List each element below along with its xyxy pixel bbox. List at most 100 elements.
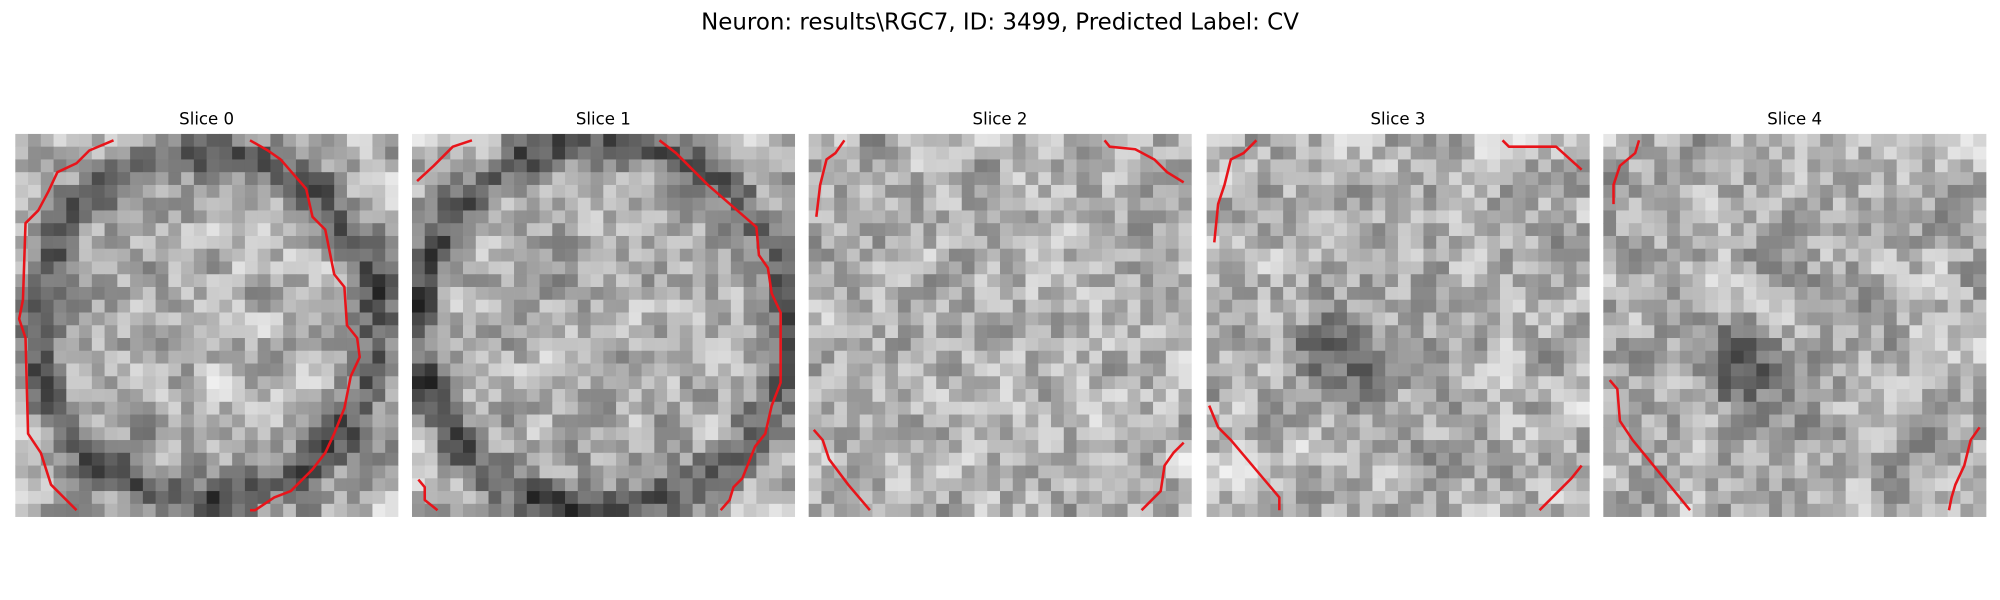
pixel <box>821 465 835 479</box>
pixel <box>961 184 975 199</box>
pixel <box>705 312 719 326</box>
pixel <box>1308 338 1322 352</box>
pixel <box>821 235 835 250</box>
pixel <box>424 414 438 428</box>
pixel <box>1436 414 1450 428</box>
pixel <box>155 274 169 288</box>
pixel <box>385 440 399 454</box>
pixel <box>1909 478 1923 492</box>
pixel <box>15 210 29 224</box>
pixel <box>1487 376 1501 390</box>
pixel <box>654 223 668 237</box>
pixel <box>1219 325 1233 339</box>
pixel <box>654 440 668 454</box>
pixel <box>514 146 528 160</box>
pixel <box>1436 286 1450 301</box>
pixel <box>270 286 284 301</box>
pixel <box>1461 401 1475 415</box>
pixel <box>885 465 899 479</box>
pixel <box>897 478 912 492</box>
pixel <box>526 210 540 224</box>
pixel <box>359 159 373 173</box>
pixel <box>1012 363 1026 377</box>
pixel <box>372 133 386 148</box>
pixel <box>450 338 464 352</box>
pixel <box>781 299 796 313</box>
pixel <box>987 159 1001 173</box>
pixel <box>1718 363 1732 377</box>
pixel <box>1474 274 1488 288</box>
pixel <box>1512 338 1526 352</box>
pixel <box>359 235 373 250</box>
pixel <box>130 389 144 403</box>
pixel <box>1102 235 1116 250</box>
pixel <box>1051 184 1065 199</box>
pixel <box>1883 159 1898 173</box>
pixel <box>53 146 67 160</box>
pixel <box>411 363 426 377</box>
pixel <box>463 338 477 352</box>
pixel <box>1563 427 1577 441</box>
pixel <box>181 133 195 148</box>
pixel <box>1781 491 1796 505</box>
pixel <box>1807 261 1821 275</box>
pixel <box>577 261 591 275</box>
pixel <box>295 197 310 211</box>
pixel <box>641 363 655 377</box>
pixel <box>1679 172 1693 186</box>
pixel <box>155 440 169 454</box>
pixel <box>1909 184 1923 199</box>
pixel <box>565 312 579 326</box>
pixel <box>104 427 118 441</box>
pixel <box>385 312 399 326</box>
pixel <box>450 389 464 403</box>
pixel <box>295 414 310 428</box>
pixel <box>463 503 477 517</box>
pixel <box>501 235 515 250</box>
pixel <box>603 465 617 479</box>
pixel <box>155 312 169 326</box>
pixel <box>91 440 105 454</box>
pixel <box>142 465 156 479</box>
pixel <box>1102 286 1116 301</box>
pixel <box>628 274 642 288</box>
pixel <box>834 299 848 313</box>
pixel <box>743 414 757 428</box>
pixel <box>181 325 195 339</box>
pixel <box>1270 465 1284 479</box>
pixel <box>1820 363 1834 377</box>
pixel <box>1397 427 1412 441</box>
pixel <box>66 427 80 441</box>
pixel <box>679 146 693 160</box>
pixel <box>359 465 373 479</box>
pixel <box>1436 274 1450 288</box>
pixel <box>1667 146 1681 160</box>
pixel <box>1461 338 1475 352</box>
pixel <box>232 184 246 199</box>
pixel <box>1283 146 1297 160</box>
pixel <box>948 491 963 505</box>
pixel <box>1743 363 1757 377</box>
pixel <box>821 363 835 377</box>
pixel <box>346 478 361 492</box>
pixel <box>1000 172 1014 186</box>
pixel <box>1025 363 1039 377</box>
pixel <box>463 286 477 301</box>
pixel <box>130 146 144 160</box>
pixel <box>411 299 426 313</box>
pixel <box>808 414 822 428</box>
pixel <box>334 210 348 224</box>
pixel <box>206 478 220 492</box>
pixel <box>1756 325 1770 339</box>
pixel <box>1410 376 1424 390</box>
pixel <box>1487 235 1501 250</box>
pixel <box>948 325 963 339</box>
pixel <box>1832 414 1847 428</box>
pixel <box>1000 274 1014 288</box>
pixel <box>846 210 861 224</box>
panel-title: Slice 0 <box>179 109 234 128</box>
pixel <box>1397 146 1412 160</box>
pixel <box>577 491 591 505</box>
pixel <box>1794 440 1808 454</box>
pixel <box>1667 427 1681 441</box>
